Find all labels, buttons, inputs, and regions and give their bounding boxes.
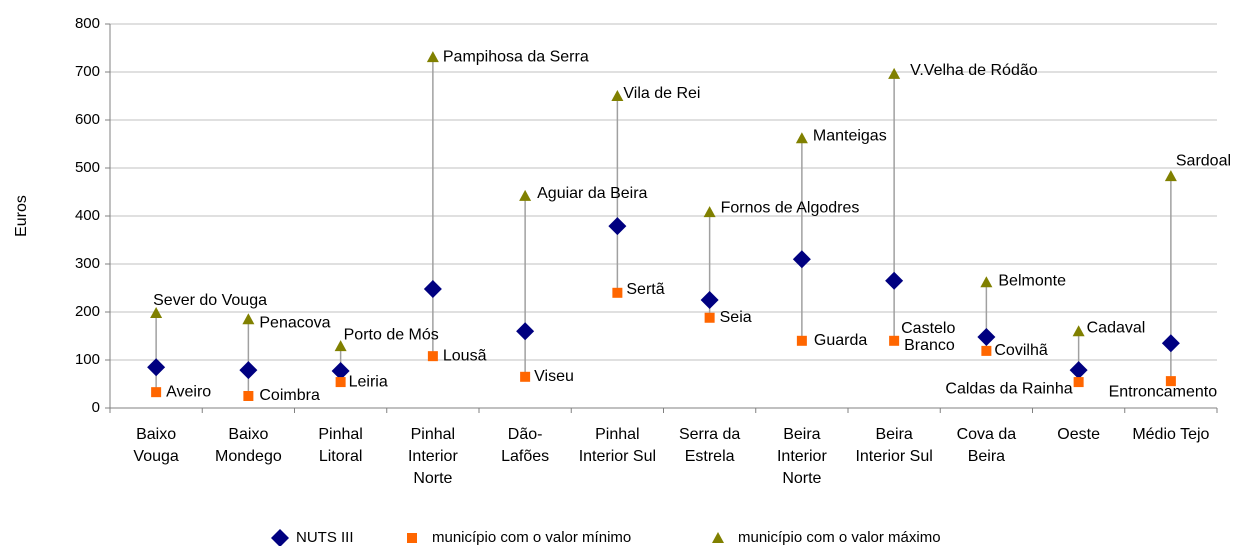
- triangle-marker: [703, 206, 716, 218]
- diamond-marker: [1069, 361, 1088, 380]
- x-tick-label: Cova da Beira: [957, 426, 1017, 465]
- point-label: Cadaval: [1087, 319, 1146, 336]
- point-label: Porto de Mós: [344, 326, 439, 343]
- triangle-marker: [795, 132, 808, 144]
- point-label: Viseu: [534, 368, 574, 385]
- point-label: Aveiro: [166, 383, 211, 400]
- x-tick-label: Pinhal Interior Sul: [579, 426, 656, 465]
- diamond-marker: [885, 271, 904, 290]
- triangle-marker: [980, 276, 993, 288]
- x-tick-label: Dão-Lafões: [501, 426, 549, 465]
- legend-label: município com o valor máximo: [738, 529, 941, 546]
- triangle-marker: [1072, 325, 1085, 337]
- point-label: Coimbra: [259, 387, 320, 404]
- x-tick-label: Oeste: [1057, 426, 1100, 443]
- point-label: Pampihosa da Serra: [443, 48, 589, 65]
- x-tick-label: Baixo Vouga: [133, 426, 178, 465]
- point-label: Vila de Rei: [623, 85, 700, 102]
- square-marker: [427, 351, 438, 362]
- x-tick-label: Pinhal Litoral: [318, 426, 362, 465]
- y-tick-label: 200: [75, 303, 100, 320]
- point-label: Entroncamento: [1109, 383, 1218, 400]
- square-marker: [796, 335, 807, 346]
- y-tick-label: 400: [75, 207, 100, 224]
- y-axis-label: Euros: [13, 195, 30, 237]
- x-tick-label: Pinhal Interior Norte: [408, 426, 458, 487]
- point-label: Sertã: [626, 281, 664, 298]
- x-tick-label: Beira Interior Norte: [777, 426, 827, 487]
- point-label: Lousã: [443, 347, 487, 364]
- point-label: Fornos de Algodres: [721, 199, 860, 216]
- legend-marker: [407, 533, 417, 543]
- square-marker: [243, 391, 254, 401]
- y-tick-label: 500: [75, 159, 100, 176]
- y-tick-label: 0: [92, 399, 100, 416]
- triangle-marker: [426, 51, 439, 63]
- triangle-marker: [888, 67, 901, 79]
- triangle-marker: [1164, 170, 1177, 182]
- point-label: Guarda: [814, 332, 867, 349]
- square-marker: [1165, 376, 1176, 387]
- legend-marker: [712, 532, 724, 543]
- point-label: Caldas da Rainha: [945, 380, 1072, 397]
- diamond-marker: [516, 322, 535, 341]
- point-label: Seia: [720, 309, 752, 326]
- point-label: Castelo Branco: [901, 320, 955, 354]
- triangle-marker: [519, 189, 532, 201]
- point-label: Covilhã: [994, 342, 1047, 359]
- point-label: Leiria: [349, 373, 388, 390]
- triangle-marker: [150, 306, 163, 318]
- diamond-marker: [331, 362, 350, 381]
- y-tick-label: 600: [75, 111, 100, 128]
- point-label: Penacova: [259, 314, 330, 331]
- y-tick-label: 700: [75, 63, 100, 80]
- square-marker: [981, 345, 992, 356]
- x-tick-label: Baixo Mondego: [215, 426, 282, 465]
- diamond-marker: [1161, 334, 1180, 353]
- point-label: Sardoal: [1176, 152, 1231, 169]
- y-tick-label: 300: [75, 255, 100, 272]
- diamond-marker: [608, 217, 627, 236]
- y-tick-label: 800: [75, 15, 100, 32]
- square-marker: [520, 371, 531, 382]
- square-marker: [889, 335, 900, 346]
- x-tick-label: Serra da Estrela: [679, 426, 740, 465]
- point-label: Belmonte: [998, 272, 1066, 289]
- point-label: V.Velha de Ródão: [910, 62, 1038, 79]
- legend-label: NUTS III: [296, 529, 354, 546]
- square-marker: [1073, 377, 1084, 388]
- x-tick-label: Médio Tejo: [1132, 426, 1209, 443]
- diamond-marker: [977, 327, 996, 346]
- x-tick-label: Beira Interior Sul: [855, 426, 932, 465]
- diamond-marker: [239, 361, 258, 380]
- y-tick-label: 100: [75, 351, 100, 368]
- legend-label: município com o valor mínimo: [432, 529, 631, 546]
- square-marker: [612, 287, 623, 298]
- point-label: Aguiar da Beira: [537, 185, 647, 202]
- square-marker: [151, 387, 162, 398]
- square-marker: [335, 377, 346, 388]
- square-marker: [704, 312, 715, 323]
- triangle-marker: [334, 340, 347, 352]
- point-label: Sever do Vouga: [153, 292, 267, 309]
- diamond-marker: [423, 279, 442, 298]
- legend-marker: [271, 529, 289, 546]
- diamond-marker: [147, 358, 166, 377]
- triangle-marker: [611, 90, 624, 101]
- point-label: Manteigas: [813, 127, 887, 144]
- diamond-marker: [700, 291, 719, 309]
- triangle-marker: [242, 313, 255, 325]
- diamond-marker: [792, 250, 811, 269]
